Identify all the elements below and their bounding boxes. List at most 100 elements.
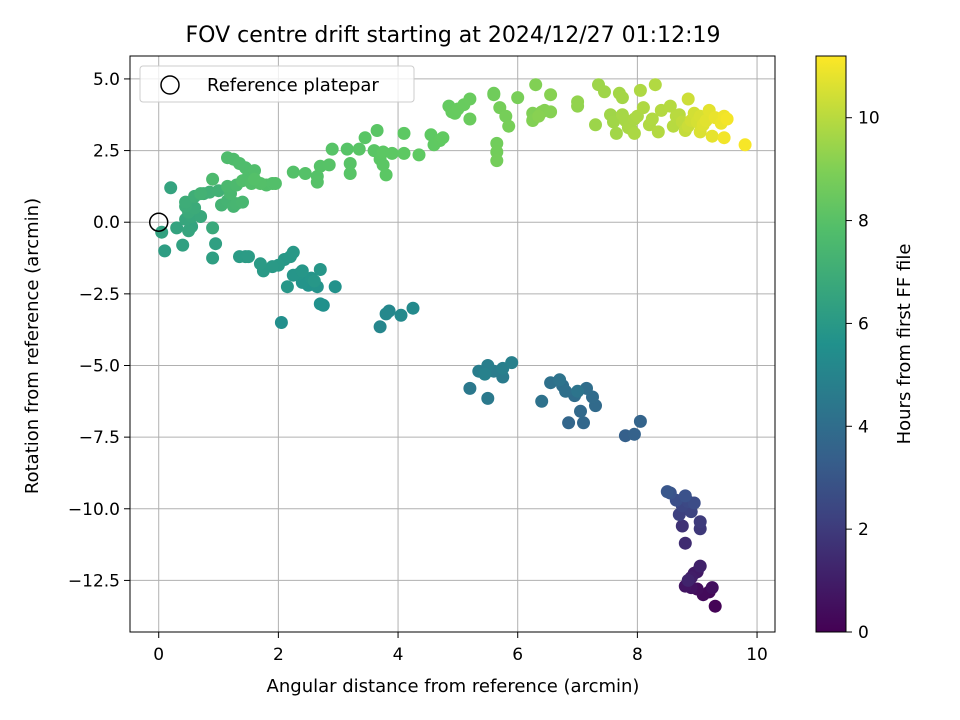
data-point — [340, 142, 354, 156]
data-points — [148, 78, 752, 613]
data-point — [627, 126, 641, 140]
data-point — [370, 124, 384, 137]
data-point — [693, 515, 707, 529]
x-tick-label: 0 — [153, 645, 164, 665]
data-point — [397, 126, 411, 140]
data-point — [253, 257, 267, 271]
data-point — [615, 91, 629, 105]
y-tick-label: 0.0 — [93, 213, 120, 233]
colorbar-tick-label: 8 — [858, 212, 869, 232]
data-point — [553, 373, 567, 387]
data-point — [559, 384, 573, 398]
data-point — [394, 308, 408, 322]
data-point — [705, 581, 719, 595]
data-point — [532, 109, 546, 123]
data-point — [170, 221, 184, 235]
data-point — [651, 125, 665, 139]
data-point — [176, 238, 190, 252]
data-point — [206, 172, 220, 186]
data-point — [627, 427, 641, 441]
colorbar-ticks: 0 2 4 6 8 10 — [846, 109, 880, 643]
colorbar: 0 2 4 6 8 10 Hours from first FF file — [815, 55, 915, 643]
data-point — [286, 165, 300, 179]
data-point — [397, 146, 411, 160]
data-point — [645, 112, 659, 126]
y-axis-ticks: 5.0 2.5 0.0 −2.5 −5.0 −7.5 −10.0 −12.5 — [68, 70, 130, 591]
x-tick-label: 4 — [393, 645, 404, 665]
data-point — [280, 280, 294, 294]
data-point — [678, 489, 692, 503]
data-point — [233, 250, 246, 264]
data-point — [502, 119, 516, 133]
y-tick-label: 5.0 — [93, 70, 120, 90]
y-tick-label: 2.5 — [93, 142, 120, 162]
data-point — [738, 138, 752, 152]
colorbar-gradient — [815, 55, 847, 633]
data-point — [544, 88, 558, 102]
chart-title: FOV centre drift starting at 2024/12/27 … — [186, 23, 721, 48]
data-point — [574, 404, 587, 418]
x-tick-label: 2 — [273, 645, 284, 665]
data-point — [529, 78, 543, 92]
data-point — [412, 148, 426, 162]
colorbar-tick-label: 2 — [858, 520, 869, 540]
reference-platepar-marker — [148, 212, 169, 232]
x-axis-ticks: 0 2 4 6 8 10 — [153, 632, 768, 665]
data-point — [681, 573, 695, 587]
y-axis-label: Rotation from reference (arcmin) — [22, 198, 43, 494]
data-point — [577, 416, 590, 430]
data-point — [663, 99, 677, 113]
data-point — [708, 599, 722, 613]
data-point — [544, 105, 558, 119]
data-point — [609, 126, 623, 140]
data-point — [436, 131, 450, 145]
data-point — [693, 559, 707, 573]
data-point — [379, 307, 393, 321]
data-point — [705, 129, 719, 143]
y-tick-label: −2.5 — [79, 285, 120, 305]
data-point — [463, 112, 477, 126]
data-point — [379, 168, 393, 182]
data-point — [343, 157, 357, 170]
data-point — [678, 536, 692, 550]
data-point — [158, 244, 172, 258]
y-tick-label: −10.0 — [68, 500, 120, 520]
data-point — [248, 172, 261, 186]
data-point — [376, 158, 390, 172]
data-point — [206, 251, 220, 265]
plot-frame — [129, 55, 776, 633]
data-point — [268, 177, 282, 190]
data-point — [490, 154, 504, 168]
data-point — [687, 496, 701, 510]
y-tick-label: −12.5 — [68, 571, 120, 591]
data-point — [681, 92, 695, 106]
data-point — [328, 280, 342, 294]
data-point — [373, 320, 387, 334]
data-point — [307, 274, 321, 288]
data-point — [313, 263, 327, 276]
data-point — [310, 175, 324, 189]
data-point — [322, 158, 336, 172]
data-point — [385, 146, 399, 160]
x-tick-label: 6 — [512, 645, 523, 665]
data-point — [562, 416, 576, 430]
data-point — [298, 167, 312, 180]
data-point — [194, 187, 208, 201]
data-point — [598, 85, 611, 99]
data-point — [463, 92, 477, 106]
data-point — [406, 301, 420, 315]
data-point — [571, 384, 585, 398]
data-point — [607, 115, 620, 129]
colorbar-label: Hours from first FF file — [894, 244, 915, 445]
data-point — [274, 316, 288, 329]
data-point — [717, 131, 731, 145]
data-point — [511, 91, 525, 105]
legend-marker-reference — [160, 75, 180, 95]
data-point — [660, 485, 674, 499]
x-tick-label: 10 — [746, 645, 768, 665]
colorbar-tick-label: 6 — [858, 314, 869, 334]
data-point — [499, 109, 513, 123]
data-point — [589, 118, 602, 132]
data-point — [571, 95, 585, 109]
data-point — [487, 88, 501, 102]
